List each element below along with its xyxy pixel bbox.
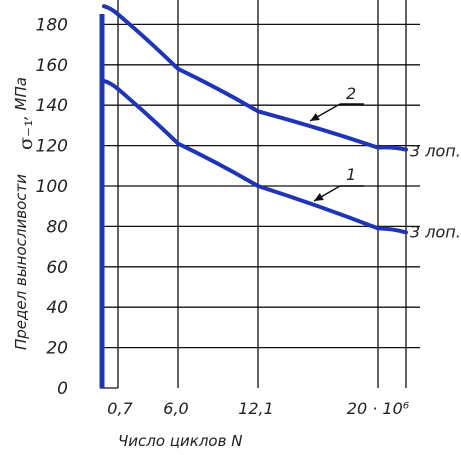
y-axis-symbol: σ₋₁ (15, 119, 37, 150)
grid (100, 0, 420, 389)
y-axis-unit: , МПа (12, 77, 30, 120)
curves (99, 4, 408, 388)
leader-arrowhead (314, 193, 324, 201)
curve-end-label: 3 лоп. (410, 222, 461, 241)
y-axis-title-text: Предел выносливости (12, 174, 30, 350)
curve-2 (102, 4, 408, 152)
y-tick-label: 60 (46, 258, 68, 278)
y-tick-label: 180 (36, 15, 68, 35)
curve-number-label: 2 (346, 84, 356, 103)
y-tick-label: 20 (46, 339, 68, 359)
y-tick-label: 160 (36, 56, 68, 76)
x-axis-title: Число циклов N (118, 432, 242, 450)
y-tick-label: 120 (36, 137, 68, 157)
y-tick-label: 40 (46, 298, 68, 318)
y-tick-label: 0 (57, 379, 68, 399)
y-tick-label: 80 (46, 217, 68, 237)
x-tick-label: 12,1 (238, 399, 274, 418)
y-tick-labels: 0 20 40 60 80 100 120 140 160 180 (36, 15, 68, 399)
y-tick-label: 140 (36, 96, 68, 116)
x-tick-label: 6,0 (163, 399, 188, 418)
y-axis-title: Предел выносливости (12, 174, 30, 350)
y-tick-label: 100 (36, 177, 68, 197)
curve-1 (102, 78, 408, 235)
x-tick-label: 20 · 10⁶ (347, 399, 410, 418)
x-tick-label: 0,7 (107, 399, 133, 418)
leader-arrowhead (310, 113, 320, 121)
curve-labels: 1 3 лоп. 2 3 лоп. (309, 84, 461, 241)
curve-number-label: 1 (346, 165, 356, 184)
x-tick-labels: 0,7 6,0 12,1 20 · 10⁶ (107, 399, 410, 418)
curve-end-label: 3 лоп. (410, 142, 461, 161)
